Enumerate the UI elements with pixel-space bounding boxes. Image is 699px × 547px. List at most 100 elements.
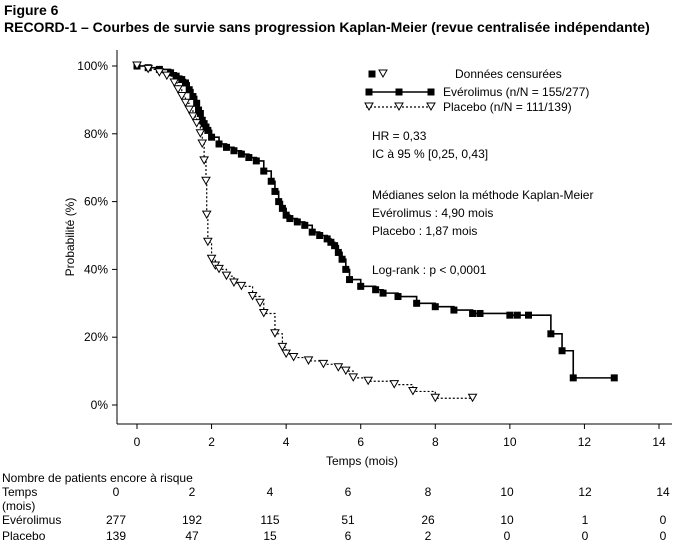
annotations: HR = 0,33 IC à 95 % [0,25, 0,43] Médianes … [372,129,593,277]
censor-mark [247,292,258,301]
legend-placebo-marker [394,102,404,112]
censor-mark [197,139,208,148]
risk-value: 192 [181,513,203,527]
censor-mark [132,61,142,71]
censor-mark [293,218,301,226]
risk-time-header: Temps [2,485,38,499]
censor-mark [237,150,245,158]
legend-everolimus-marker [427,88,435,96]
censor-mark [288,353,299,362]
y-tick-label: 0% [91,398,109,412]
risk-time-value: 8 [424,485,432,499]
legend-placebo-marker [426,102,436,112]
censor-mark [348,373,359,382]
annotation-0: HR = 0,33 [372,129,427,143]
censor-mark [316,232,324,239]
censor-mark [333,363,344,372]
censor-mark [181,79,189,87]
censor-mark [286,215,294,223]
censor-mark [372,286,380,294]
annotation-1: IC à 95 % [0,25, 0,43] [372,147,488,161]
risk-time-value: 0 [112,485,120,499]
censor-mark [569,374,577,382]
risk-value: 26 [421,513,435,527]
censor-mark [513,311,521,319]
y-tick-label: 80% [84,127,108,141]
x-tick-label: 6 [357,435,364,449]
x-tick-label: 2 [208,435,215,449]
risk-row-label: Evérolimus [2,513,62,527]
risk-time-value: 2 [188,485,196,499]
risk-table-title: Nombre de patients encore à risque [2,471,193,485]
censor-mark [278,204,286,212]
censor-mark [394,293,402,301]
censor-mark [430,393,441,403]
censor-mark [252,157,260,165]
censor-mark [221,271,232,281]
risk-value: 15 [263,529,277,543]
risk-value: 51 [341,513,355,527]
censor-mark [469,309,477,317]
censor-mark [184,105,195,115]
censor-mark [331,242,339,250]
censor-mark [342,265,350,273]
censor-mark [195,129,206,138]
x-tick-label: 12 [578,435,592,449]
censor-mark [215,140,223,148]
y-tick-label: 40% [84,262,108,276]
censor-mark [172,72,180,80]
censor-mark [267,177,275,185]
censor-mark [178,76,186,84]
figure-label: Figure 6 [4,2,59,18]
series-group [132,61,618,403]
x-tick-label: 10 [503,435,517,449]
censor-mark [173,85,183,94]
risk-time-value: 12 [578,485,592,499]
risk-value: 0 [503,529,511,543]
censor-mark [202,237,213,247]
censor-mark [338,255,346,263]
censor-mark [271,187,279,195]
censor-mark [161,71,172,81]
risk-time-value: 6 [344,485,352,499]
censor-mark [206,254,217,264]
legend-censored-label: Données censurées [455,67,562,81]
annotation-4: Placebo : 1,87 mois [372,224,477,238]
risk-value: 139 [105,529,127,543]
risk-value: 1 [581,513,589,527]
annotation-5: Log-rank : p < 0,0001 [372,263,487,277]
risk-time-value: 10 [500,485,514,499]
axes: 0% 20% 40% 60% 80% 100% 0 2 4 6 8 10 12 14 Temps (mois… [63,50,672,468]
annotation-3: Evérolimus : 4,90 mois [372,206,493,220]
censor-mark [334,248,342,256]
censor-mark [154,68,165,77]
censor-mark [431,303,439,311]
censor-mark [506,311,514,319]
censor-mark [230,147,238,155]
censor-mark [281,349,292,359]
censor-mark [204,126,212,134]
censor-mark [282,211,290,219]
censor-mark [188,112,198,121]
risk-time-value: 4 [266,485,274,499]
censor-mark [180,98,191,108]
y-tick-label: 60% [84,195,108,209]
censor-mark [303,356,314,365]
risk-time-unit: (mois) [2,499,36,513]
censor-mark [196,109,204,117]
censor-mark [260,167,268,175]
censor-mark [301,221,309,229]
censor-mark [236,281,247,291]
legend-everolimus-label: Evérolimus (n/N = 155/277) [443,85,589,99]
censor-mark [547,330,555,338]
risk-value: 0 [581,529,589,543]
censor-mark [191,119,202,128]
censor-mark [143,64,154,74]
censor-mark [340,366,351,376]
risk-value: 0 [659,529,667,543]
censor-mark [558,347,566,355]
legend-square-icon [368,70,376,78]
censor-mark [201,210,212,220]
censor-mark [201,176,211,186]
